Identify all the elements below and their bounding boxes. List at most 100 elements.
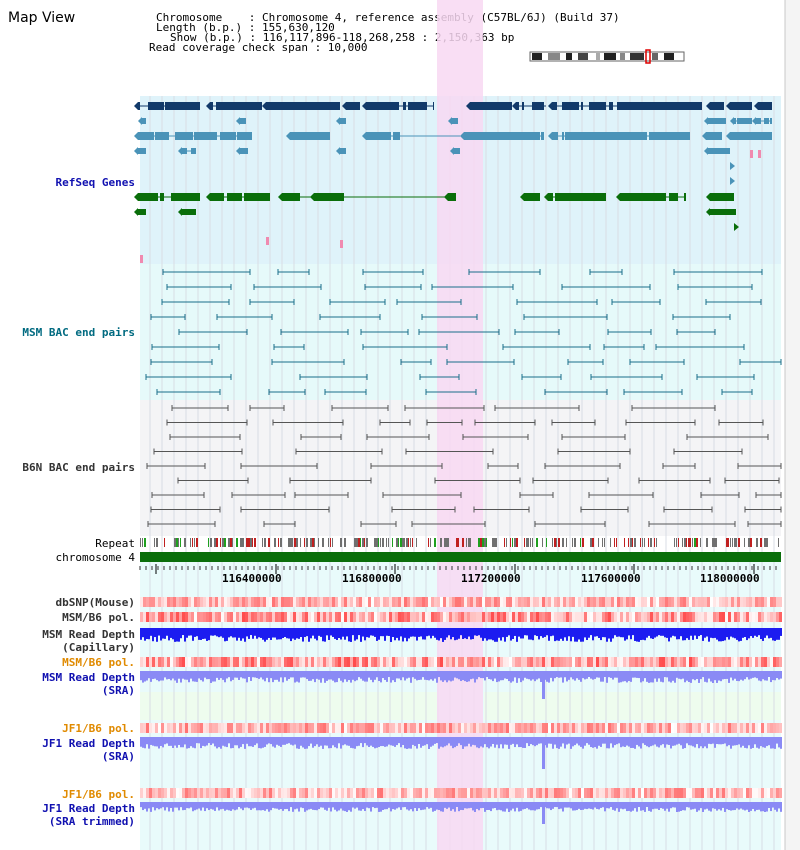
polymorphism-heat (218, 723, 221, 733)
read-depth-bar (536, 737, 538, 746)
read-depth-bar (616, 628, 618, 637)
polymorphism-heat (653, 597, 656, 607)
polymorphism-heat (749, 723, 752, 733)
read-depth-bar (678, 671, 680, 679)
track-label-jf1-b6-pol-1[interactable]: JF1/B6 pol. (62, 722, 135, 735)
read-depth-bar (456, 802, 458, 808)
read-depth-bar (676, 737, 678, 745)
polymorphism-heat (608, 723, 611, 733)
read-depth-bar (710, 802, 712, 812)
read-depth-bar (774, 802, 776, 810)
track-label-msm-b6-pol-2[interactable]: MSM/B6 pol. (62, 656, 135, 669)
read-depth-bar (640, 671, 642, 683)
read-depth-bar (280, 737, 282, 747)
read-depth-bar (390, 737, 392, 746)
strand-arrow (730, 177, 735, 185)
read-depth-bar (614, 671, 616, 678)
track-label-msm-b6-pol-1[interactable]: MSM/B6 pol. (62, 611, 135, 624)
polymorphism-heat (377, 788, 380, 798)
polymorphism-heat (299, 597, 302, 607)
polymorphism-heat (695, 597, 698, 607)
polymorphism-heat (485, 723, 488, 733)
read-depth-bar (632, 737, 634, 748)
polymorphism-heat (212, 657, 215, 667)
read-depth-bar (550, 737, 552, 744)
polymorphism-heat (407, 723, 410, 733)
read-depth-bar (176, 737, 178, 748)
read-depth-bar (324, 628, 326, 642)
read-depth-bar (206, 671, 208, 680)
repeat-mark (380, 538, 381, 547)
polymorphism-heat (359, 788, 362, 798)
track-label-repeat[interactable]: Repeat (95, 537, 135, 550)
read-depth-bar (340, 802, 342, 809)
read-depth-bar (256, 671, 258, 679)
gene-exon (380, 102, 387, 110)
read-depth-bar (204, 737, 206, 747)
read-depth-bar (638, 671, 640, 679)
read-depth-bar (240, 671, 242, 678)
polymorphism-heat (425, 723, 428, 733)
polymorphism-heat (323, 657, 326, 667)
read-depth-bar (636, 737, 638, 745)
read-depth-bar (754, 737, 756, 745)
read-depth-bar (274, 671, 276, 680)
polymorphism-heat (179, 788, 182, 798)
polymorphism-heat (638, 597, 641, 607)
read-depth-bar (678, 628, 680, 640)
repeat-mark (458, 538, 459, 547)
track-label-msm-bac[interactable]: MSM BAC end pairs (22, 326, 135, 339)
polymorphism-heat (644, 723, 647, 733)
track-label-b6n-bac[interactable]: B6N BAC end pairs (22, 461, 135, 474)
read-depth-bar (726, 802, 728, 810)
read-depth-bar (582, 802, 584, 810)
read-depth-bar (442, 802, 444, 812)
polymorphism-heat (401, 657, 404, 667)
read-depth-bar (772, 671, 774, 681)
read-depth-bar (244, 802, 246, 808)
read-depth-bar (352, 802, 354, 808)
repeat-mark (392, 538, 393, 547)
track-label-chromosome[interactable]: chromosome 4 (55, 551, 135, 564)
repeat-mark (616, 538, 617, 547)
gene-exon (552, 102, 557, 110)
track-label-refseq[interactable]: RefSeq Genes (55, 176, 135, 189)
polymorphism-heat (512, 723, 515, 733)
gene-exon (589, 193, 600, 201)
read-depth-bar (148, 671, 150, 679)
track-label-jf1-read-depth-trimmed[interactable]: JF1 Read Depth (42, 802, 135, 815)
polymorphism-heat (623, 723, 626, 733)
read-depth-bar (452, 671, 454, 681)
polymorphism-heat (392, 612, 395, 622)
read-depth-bar (286, 671, 288, 681)
read-depth-bar (370, 628, 372, 636)
read-depth-bar (436, 737, 438, 744)
polymorphism-heat (407, 612, 410, 622)
polymorphism-heat (722, 788, 725, 798)
polymorphism-heat (353, 723, 356, 733)
polymorphism-heat (755, 788, 758, 798)
track-label-jf1-b6-pol-2[interactable]: JF1/B6 pol. (62, 788, 135, 801)
read-depth-bar (192, 671, 194, 682)
track-label-msm-read-depth-capillary[interactable]: MSM Read Depth (42, 628, 135, 641)
read-depth-bar (522, 802, 524, 810)
read-depth-bar (460, 737, 462, 746)
repeat-mark (406, 538, 408, 547)
track-label-msm-read-depth-sra[interactable]: MSM Read Depth (42, 671, 135, 684)
read-depth-bar (606, 671, 608, 683)
polymorphism-heat (302, 657, 305, 667)
polymorphism-heat (644, 657, 647, 667)
gene-exon (218, 193, 223, 201)
gene-exon (508, 102, 512, 110)
polymorphism-heat (446, 657, 449, 667)
gene-exon (290, 102, 297, 110)
polymorphism-heat (500, 788, 503, 798)
track-label-dbsnp[interactable]: dbSNP(Mouse) (55, 596, 135, 609)
repeat-mark (628, 538, 629, 547)
read-depth-bar (322, 737, 324, 749)
track-label-jf1-read-depth-sra[interactable]: JF1 Read Depth (42, 737, 135, 750)
polymorphism-heat (488, 597, 491, 607)
read-depth-bar (512, 628, 514, 640)
read-depth-bar (666, 737, 668, 745)
